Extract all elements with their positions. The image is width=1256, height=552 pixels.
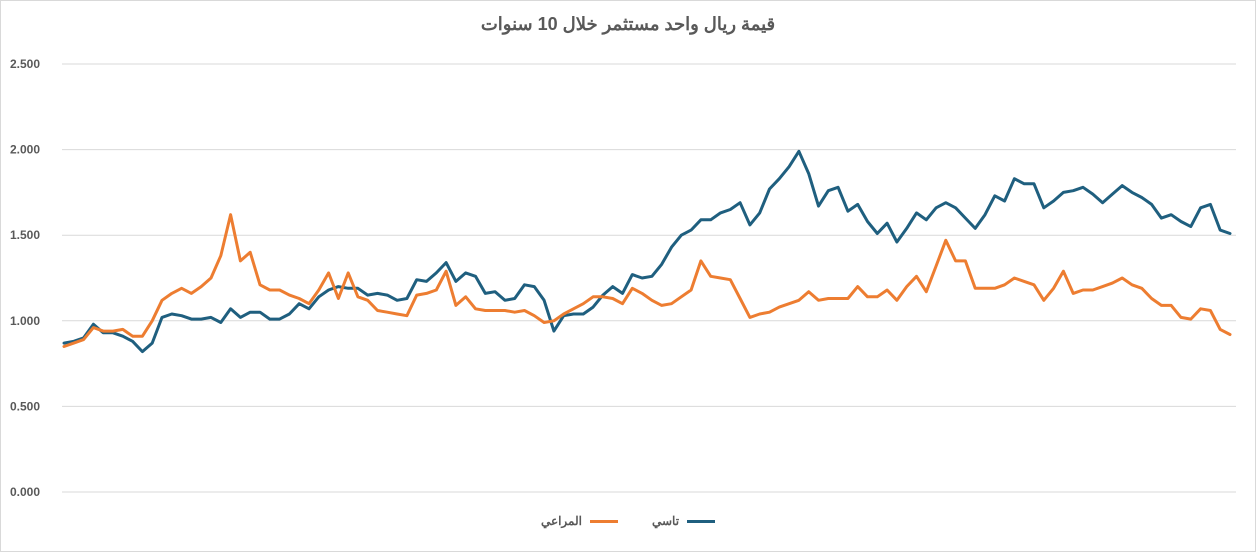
y-tick-label: 2.500: [10, 57, 40, 71]
y-tick-label: 2.000: [10, 143, 40, 157]
series-line-almarai: [62, 213, 1232, 348]
chart-title: قيمة ريال واحد مستثمر خلال 10 سنوات: [480, 14, 776, 34]
legend-swatch-almarai: [589, 519, 618, 523]
legend: المراعي تاسي: [0, 514, 1256, 528]
legend-item-almarai: المراعي: [541, 514, 618, 528]
y-tick-label: 1.000: [10, 314, 40, 328]
legend-label-almarai: المراعي: [540, 514, 582, 528]
legend-swatch-tasi: [687, 519, 716, 523]
y-tick-label: 0.500: [10, 399, 40, 413]
legend-item-tasi: تاسي: [651, 514, 716, 528]
y-tick-label: 1.500: [10, 228, 40, 242]
y-tick-label: 0.000: [10, 485, 40, 499]
legend-label-tasi: تاسي: [651, 514, 680, 528]
series-line-tasi: [62, 149, 1232, 354]
